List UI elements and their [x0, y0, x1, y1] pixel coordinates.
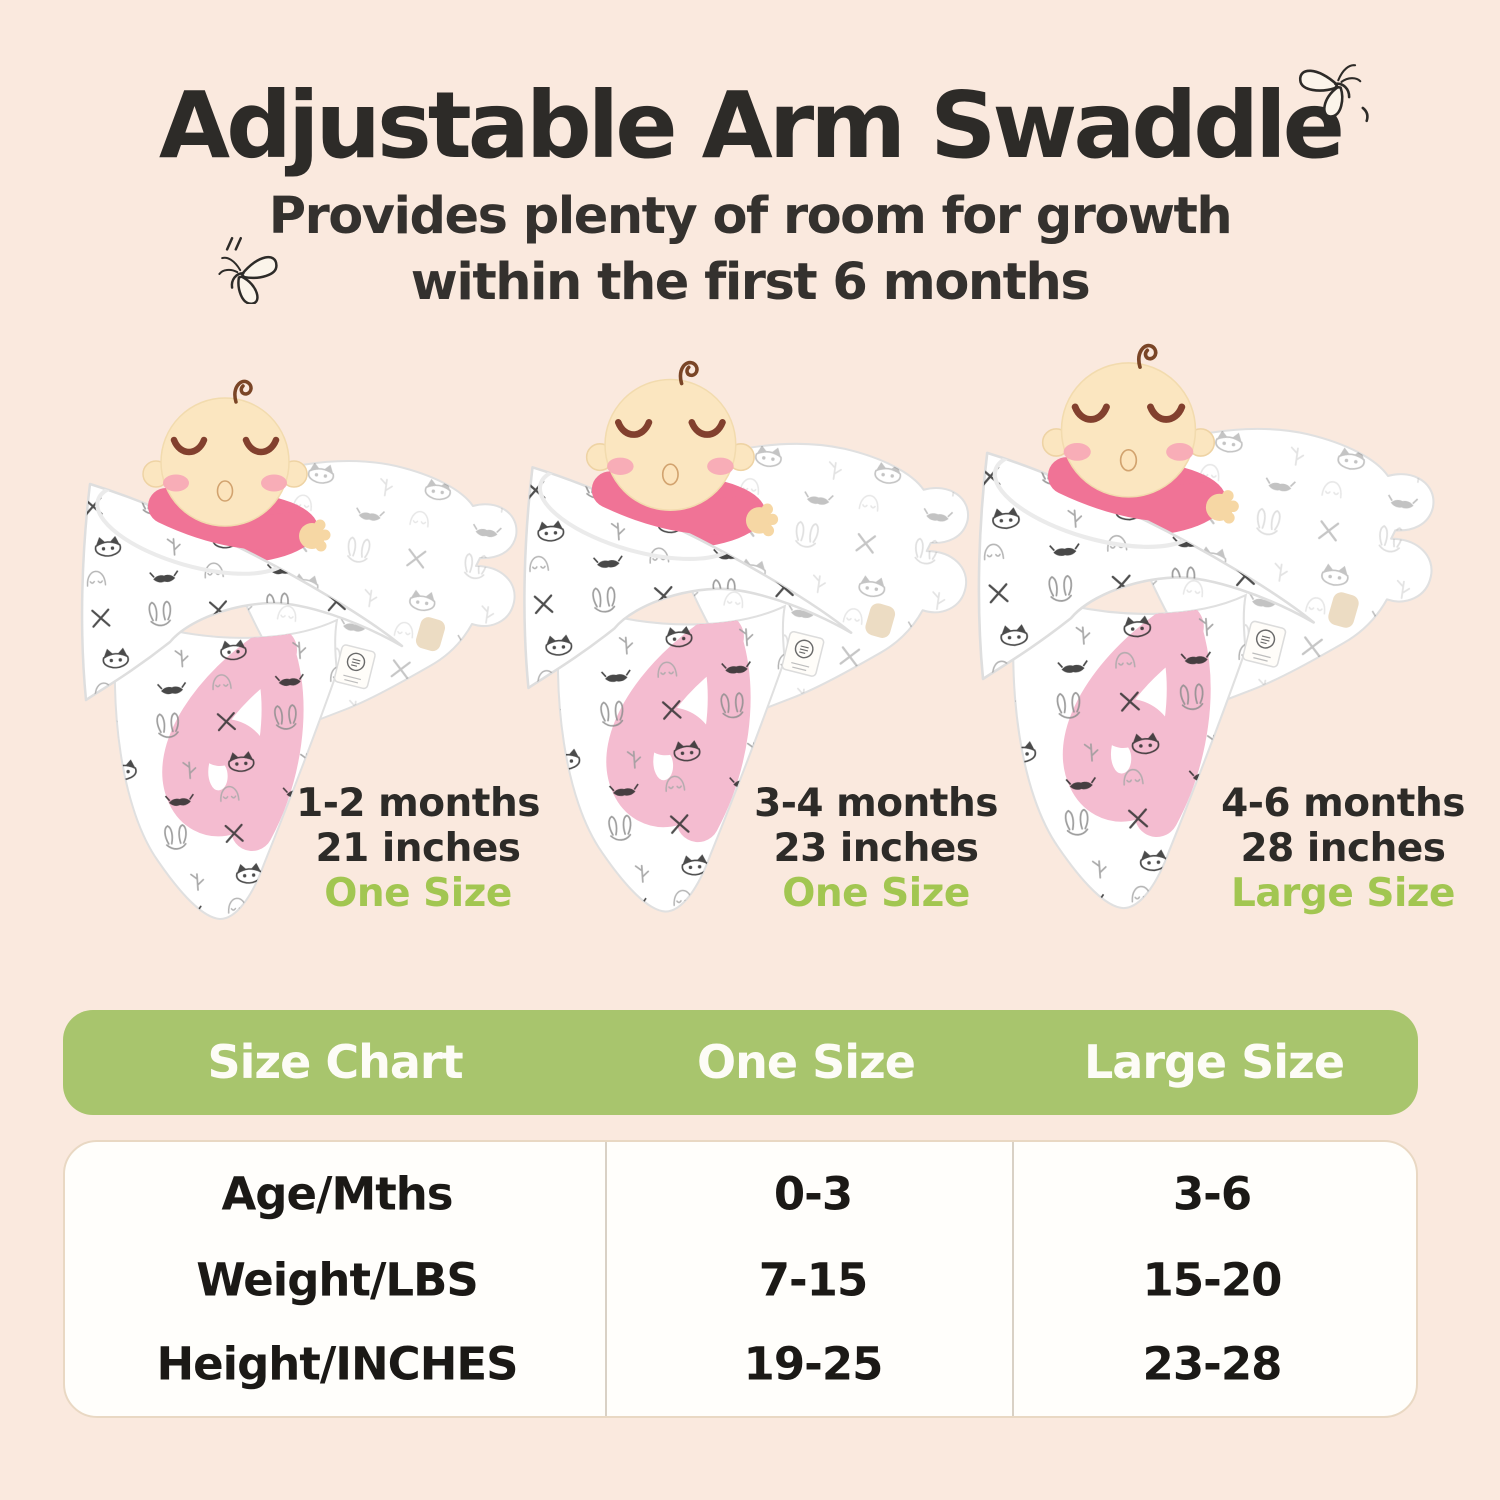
size-chart-title: Size Chart: [207, 1035, 463, 1089]
age-range: 4-6 months: [1221, 781, 1465, 826]
length: 21 inches: [315, 826, 521, 871]
row-label-height: Height/INCHES: [156, 1337, 518, 1391]
age-large-size: 3-6: [1172, 1167, 1252, 1221]
swaddle-label-2: 3-4 months 23 inches One Size: [754, 781, 998, 916]
size-name: One Size: [782, 871, 970, 916]
swaddle-label-3: 4-6 months 28 inches Large Size: [1221, 781, 1465, 916]
size-name: Large Size: [1231, 871, 1455, 916]
page-subtitle: Provides plenty of room for growth withi…: [0, 184, 1500, 316]
height-large-size: 23-28: [1142, 1337, 1283, 1391]
length: 23 inches: [773, 826, 979, 871]
age-range: 3-4 months: [754, 781, 998, 826]
column-header-large-size: Large Size: [1083, 1035, 1345, 1089]
page-title: Adjustable Arm Swaddle: [158, 72, 1345, 179]
weight-one-size: 7-15: [758, 1253, 869, 1307]
column-divider: [605, 1142, 607, 1416]
age-one-size: 0-3: [773, 1167, 853, 1221]
row-label-age: Age/Mths: [221, 1167, 453, 1221]
height-one-size: 19-25: [743, 1337, 884, 1391]
column-header-one-size: One Size: [697, 1035, 916, 1089]
age-range: 1-2 months: [296, 781, 540, 826]
size-chart-header: Size Chart One Size Large Size: [63, 1010, 1418, 1115]
subtitle-line-2: within the first 6 months: [410, 253, 1091, 312]
butterfly-icon: [1298, 54, 1370, 124]
length: 28 inches: [1240, 826, 1446, 871]
subtitle-line-1: Provides plenty of room for growth: [268, 187, 1233, 246]
size-chart-table: Age/Mths 0-3 3-6 Weight/LBS 7-15 15-20 H…: [63, 1140, 1418, 1418]
butterfly-icon: [213, 236, 280, 304]
swaddle-label-1: 1-2 months 21 inches One Size: [296, 781, 540, 916]
row-label-weight: Weight/LBS: [196, 1253, 479, 1307]
size-name: One Size: [324, 871, 512, 916]
weight-large-size: 15-20: [1142, 1253, 1283, 1307]
column-divider: [1012, 1142, 1014, 1416]
